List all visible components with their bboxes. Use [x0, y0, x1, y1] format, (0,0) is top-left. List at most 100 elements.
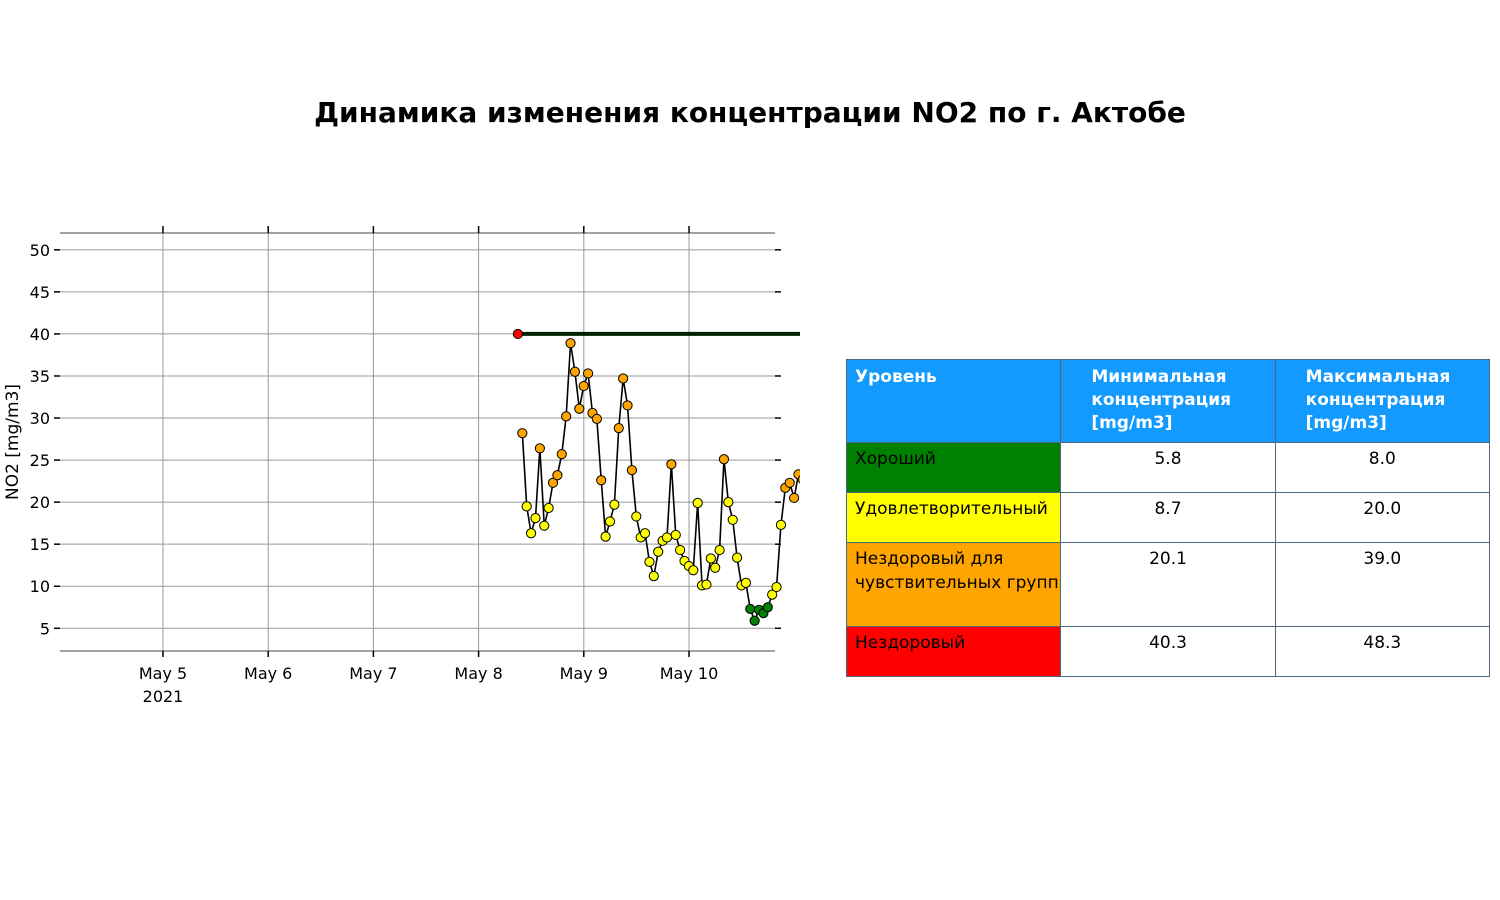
x-tick-year-label: 2021 — [143, 687, 184, 706]
data-point — [705, 553, 716, 564]
level-good: Хороший — [845, 442, 1062, 493]
data-point — [569, 366, 581, 377]
data-point — [661, 532, 673, 543]
data-point — [784, 477, 795, 488]
data-point — [534, 443, 545, 454]
axes: 5 10 15 20 25 30 35 40 45 50 May 5 2021 May 6 May 7 Ma… — [30, 226, 781, 706]
table-row: Нездоровый 40.3 48.3 — [845, 626, 1491, 677]
data-point — [521, 501, 532, 512]
max-value: 20.0 — [1274, 492, 1491, 543]
y-tick-label: 50 — [30, 241, 50, 260]
data-point — [543, 502, 554, 514]
max-value: 39.0 — [1274, 542, 1491, 627]
data-point — [578, 380, 589, 392]
min-value: 8.7 — [1060, 492, 1276, 543]
min-value: 40.3 — [1060, 626, 1276, 677]
data-point — [718, 454, 730, 465]
data-point — [582, 368, 594, 379]
min-value: 5.8 — [1060, 442, 1276, 493]
data-point — [644, 556, 655, 567]
data-point — [565, 338, 576, 349]
data-point — [653, 546, 664, 557]
no2-line-chart: 5 10 15 20 25 30 35 40 45 50 May 5 2021 May 6 May 7 Ma… — [3, 226, 800, 706]
data-point — [556, 449, 567, 460]
data-point — [745, 603, 756, 615]
series-line — [517, 331, 800, 623]
data-point — [692, 497, 703, 509]
max-value: 48.3 — [1274, 626, 1491, 677]
data-point — [670, 529, 681, 541]
data-point — [552, 470, 563, 481]
y-tick-label: 10 — [30, 577, 50, 596]
y-tick-label: 20 — [30, 493, 50, 512]
data-point — [648, 571, 659, 582]
data-point — [517, 428, 528, 439]
header-max: Максимальная концентрация [mg/m3] — [1274, 359, 1491, 443]
y-axis-title: NO2 [mg/m3] — [3, 384, 23, 500]
table-row: Хороший 5.8 8.0 — [845, 442, 1491, 493]
data-point — [600, 531, 611, 542]
data-points — [512, 328, 800, 626]
data-point — [732, 552, 743, 563]
y-tick-label: 25 — [30, 451, 50, 470]
x-tick-label: May 5 — [139, 664, 187, 683]
data-point — [775, 519, 787, 530]
data-point — [530, 513, 541, 524]
max-value: 8.0 — [1274, 442, 1491, 493]
data-point — [710, 562, 721, 573]
table-row: Нездоровый для чувствительных групп 20.1… — [845, 542, 1491, 627]
y-tick-label: 35 — [30, 367, 50, 386]
data-point — [740, 577, 751, 588]
data-point — [561, 411, 572, 422]
table-row: Удовлетворительный 8.7 20.0 — [845, 492, 1491, 543]
x-tick-label: May 8 — [454, 664, 502, 683]
data-point — [512, 328, 524, 340]
y-tick-label: 5 — [40, 619, 50, 638]
x-tick-label: May 9 — [560, 664, 608, 683]
data-point — [574, 403, 585, 414]
y-tick-label: 15 — [30, 535, 50, 554]
data-point — [539, 520, 550, 531]
data-point — [688, 565, 699, 576]
data-point — [771, 581, 782, 593]
series-polyline — [521, 343, 800, 623]
y-tick-label: 30 — [30, 409, 50, 428]
data-point — [631, 511, 642, 522]
concentration-levels-table: Уровень Минимальная концентрация [mg/m3]… — [845, 359, 1491, 677]
data-point — [596, 475, 607, 486]
data-point — [609, 499, 620, 510]
data-point — [767, 589, 778, 600]
data-point — [701, 579, 712, 590]
data-point — [675, 544, 686, 556]
x-tick-label: May 6 — [244, 664, 292, 683]
data-point — [618, 373, 629, 384]
chart-title: Динамика изменения концентрации NO2 по г… — [314, 96, 1186, 129]
level-unhealthy: Нездоровый — [845, 626, 1062, 677]
table-header-row: Уровень Минимальная концентрация [mg/m3]… — [845, 359, 1491, 443]
x-tick-label: May 10 — [660, 664, 719, 683]
data-point — [797, 475, 800, 484]
data-point — [525, 528, 537, 539]
y-tick-label: 40 — [30, 325, 50, 344]
data-point — [622, 400, 633, 411]
data-point — [613, 423, 624, 434]
header-min: Минимальная концентрация [mg/m3] — [1060, 359, 1276, 443]
x-tick-label: May 7 — [349, 664, 397, 683]
data-point — [626, 465, 638, 476]
data-point — [639, 528, 651, 539]
data-point — [788, 492, 800, 504]
data-point — [714, 544, 725, 556]
grid-lines — [60, 233, 775, 651]
data-point — [749, 615, 760, 626]
data-point — [666, 459, 677, 470]
header-level: Уровень — [845, 359, 1062, 443]
data-point — [727, 514, 738, 525]
y-tick-label: 45 — [30, 283, 50, 302]
level-satisfactory: Удовлетворительный — [845, 492, 1062, 543]
level-unhealthy-sensitive: Нездоровый для чувствительных групп — [845, 542, 1062, 627]
data-point — [591, 413, 602, 424]
data-point — [762, 602, 773, 613]
data-point — [604, 516, 616, 527]
data-point — [547, 477, 559, 488]
data-point — [723, 497, 734, 508]
